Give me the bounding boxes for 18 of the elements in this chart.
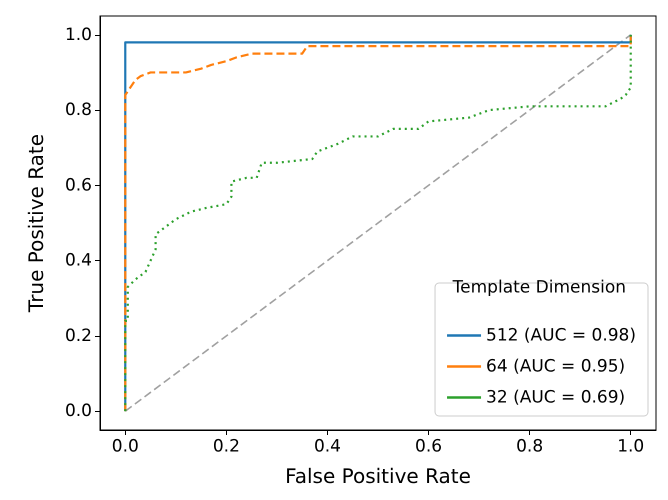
y-tick-label: 0.8: [64, 100, 92, 120]
x-axis-title: False Positive Rate: [285, 464, 471, 488]
x-tick-label: 0.2: [212, 436, 240, 456]
x-tick-label: 0.0: [112, 436, 139, 456]
y-tick-label: 0.0: [64, 401, 92, 422]
y-axis-title: True Positive Rate: [24, 134, 48, 314]
legend-label: 64 (AUC = 0.95): [486, 356, 626, 376]
legend-label: 512 (AUC = 0.98): [486, 326, 636, 346]
y-tick-label: 0.4: [64, 250, 92, 271]
x-tick-label: 0.4: [314, 436, 341, 456]
legend-label: 32 (AUC = 0.69): [486, 388, 626, 408]
x-tick-label: 1.0: [617, 436, 644, 456]
y-tick-label: 0.2: [64, 326, 92, 346]
x-tick-label: 0.8: [516, 436, 544, 456]
legend-title: Template Dimension: [452, 278, 626, 298]
y-tick-label: 1.0: [64, 24, 92, 45]
x-tick-label: 0.6: [415, 436, 442, 456]
y-tick-label: 0.6: [64, 175, 92, 196]
